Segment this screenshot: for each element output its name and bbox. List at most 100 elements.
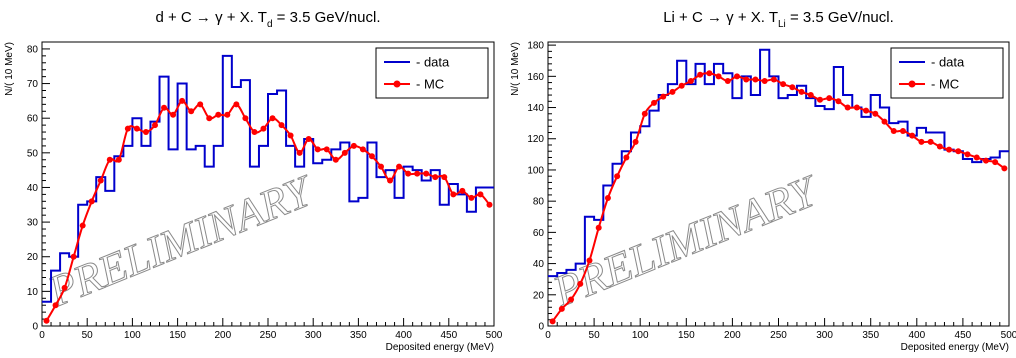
c0-data-step-line [42,54,494,303]
c1-y-tick-label: 120 [527,134,544,145]
c0-mc-point [396,163,403,170]
c1-y-tick-label: 60 [533,228,545,239]
c1-mc-point [697,71,704,78]
c0-mc-point [323,146,330,153]
c1-y-axis-label: N/( 10 MeV) [510,42,521,96]
c1-mc-point [549,318,556,325]
c1-mc-point [816,96,823,103]
c0-legend-label: - MC [416,77,444,92]
c0-mc-point [405,170,412,177]
c0-mc-point [115,156,122,163]
c1-mc-point [863,107,870,114]
c0-mc-point [378,163,384,170]
c0-mc-point [233,101,240,108]
c0-mc-point [215,111,222,118]
c0-x-tick-label: 100 [124,330,141,341]
c0-x-tick-label: 200 [214,330,231,341]
c1-mc-point [872,110,879,117]
c0-mc-point [314,146,321,153]
c1-mc-point [927,138,934,145]
c0-mc-point [88,198,95,205]
c0-legend-marker [393,80,401,88]
c0-mc-point [350,142,357,149]
c0-y-tick-label: 0 [32,322,38,333]
c1-mc-point [826,95,833,102]
c1-mc-point [568,296,575,303]
c1-mc-point [724,78,731,85]
c1-watermark-text: PRELIMINARY [546,165,827,317]
c1-mc-point [614,173,621,180]
c1-mc-point [890,127,897,134]
c1-mc-point [715,73,722,80]
c0-mc-point [359,146,366,153]
c0-legend-label: - data [416,55,450,70]
c0-mc-point [432,174,439,181]
c1-x-tick-label: 350 [862,330,879,341]
c0-y-tick-label: 70 [27,79,39,90]
c0-legend: - data - MC [375,47,489,99]
c0-mc-point [459,187,466,194]
c1-chart-title: Li + C → γ + X. TLi = 3.5 GeV/nucl. [663,9,894,30]
c0-mc-point [441,174,448,181]
c1-mc-point [946,146,953,153]
c0-mc-point [161,104,168,111]
c1-x-axis-label: Deposited energy (MeV) [901,342,1009,353]
c1-mc-point [734,73,741,80]
c1-mc-point [678,82,685,89]
c0-mc-point [170,111,177,118]
c1-mc-point [706,70,713,77]
c0-chart-title: d + C → γ + X. Td = 3.5 GeV/nucl. [156,9,381,30]
c1-x-tick-label: 0 [545,330,551,341]
c0-x-tick-label: 250 [260,330,277,341]
c1-mc-point [899,127,906,134]
c1-mc-point [752,76,759,83]
c1-mc-point [586,257,593,264]
c1-mc-point [973,154,980,161]
c1-x-tick-label: 400 [908,330,925,341]
c0-mc-point [251,129,258,136]
c0-mc-point [305,135,312,142]
c0-mc-point [287,132,294,139]
c1-y-tick-label: 160 [527,72,544,83]
c1-mc-point [558,305,565,312]
c0-mc-point [43,317,50,324]
c0-y-tick-label: 30 [27,218,39,229]
c0-mc-point [70,253,77,260]
c1-y-tick-label: 80 [533,197,545,208]
c0-mc-point [296,149,303,156]
c1-mc-point [982,157,989,164]
c0-mc-point [260,125,267,132]
c0-mc-point [414,170,421,177]
c1-mc-point [918,138,925,145]
c1-mc-point [992,159,999,166]
c1-mc-point [761,78,768,85]
c1-mc-point [687,78,694,85]
c0-mc-point [278,122,285,129]
c0-mc-point [106,156,113,163]
c1-mc-point [955,148,962,155]
c1-mc-point [623,154,630,161]
c0-x-tick-label: 500 [486,330,503,341]
c0-mc-point [152,122,158,129]
c0-mc-point [142,129,149,136]
c1-legend-label: - MC [931,77,959,92]
c0-x-tick-label: 50 [82,330,94,341]
c1-mc-point [604,195,611,202]
c0-y-tick-label: 10 [27,287,39,298]
c1-mc-point [844,104,851,111]
c1-y-tick-label: 180 [527,41,544,52]
c1-legend-box [890,47,1004,99]
c1-x-tick-label: 450 [955,330,972,341]
chart-left: d + C → γ + X. Td = 3.5 GeV/nucl. PRELIMI… [4,9,503,353]
c1-mc-point [1001,165,1008,172]
c0-x-tick-label: 300 [305,330,322,341]
c1-mc-point [789,84,796,91]
c1-x-tick-label: 300 [816,330,833,341]
c1-mc-point [770,76,777,83]
chart-right: Li + C → γ + X. TLi = 3.5 GeV/nucl. PRELI… [510,9,1016,353]
c0-mc-point [477,191,484,198]
c0-y-tick-label: 60 [27,114,39,125]
c1-x-tick-label: 50 [589,330,601,341]
c0-mc-point [450,191,457,198]
c1-mc-point [577,280,584,287]
